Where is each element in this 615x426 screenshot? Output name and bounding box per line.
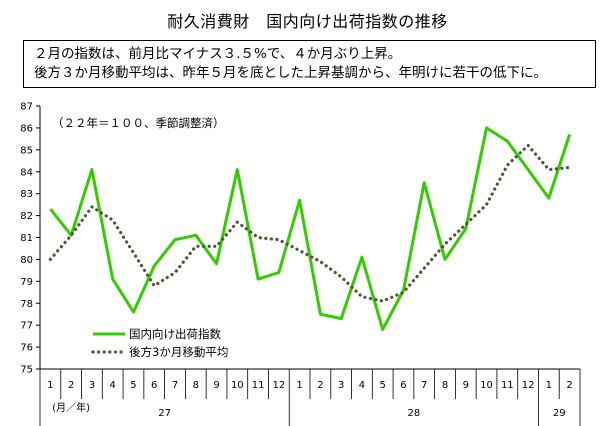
x-tick-label: 4 — [110, 380, 116, 391]
x-tick-label: 12 — [272, 380, 285, 391]
series-line-shipments — [49, 126, 572, 332]
x-tick-label: 2 — [68, 380, 74, 391]
y-tick-label: 79 — [20, 277, 33, 288]
x-tick-label: 3 — [338, 380, 344, 391]
chart-title: 耐久消費財 国内向け出荷指数の推移 — [167, 12, 448, 31]
legend-label-moving-average: 後方3か月移動平均 — [129, 345, 228, 359]
x-tick-label: 8 — [193, 380, 199, 391]
x-tick-label: 6 — [400, 380, 406, 391]
legend-label-shipments: 国内向け出荷指数 — [129, 327, 221, 341]
y-tick-label: 82 — [20, 211, 33, 222]
y-axis: 75 76 77 78 79 80 81 82 83 84 85 86 87 — [20, 102, 41, 376]
x-tick-label: 5 — [130, 380, 136, 391]
year-label: 29 — [553, 408, 566, 419]
series-line-moving-average — [48, 143, 572, 303]
series-lines — [48, 126, 572, 332]
x-tick-label: 2 — [317, 380, 323, 391]
x-tick-label: 7 — [421, 380, 427, 391]
x-tick-label: 2 — [566, 380, 572, 391]
x-axis: 1 2 3 4 5 6 7 8 9 10 11 12 1 2 3 4 5 6 7 8 9 10 11 12 1 227 28 29(月… — [39, 368, 581, 426]
x-tick-label: 7 — [172, 380, 178, 391]
year-label: 27 — [158, 408, 171, 419]
y-tick-label: 76 — [20, 343, 33, 354]
summary-line-1: ２月の指数は、前月比マイナス３.５%で、４か月ぶり上昇。 — [34, 46, 402, 62]
x-tick-label: 12 — [522, 380, 535, 391]
y-tick-label: 83 — [20, 189, 33, 200]
x-tick-label: 9 — [463, 380, 469, 391]
x-tick-label: 1 — [546, 380, 552, 391]
x-tick-label: 10 — [480, 380, 493, 391]
year-label: 28 — [407, 408, 420, 419]
x-tick-label: 10 — [231, 380, 244, 391]
y-tick-label: 86 — [20, 123, 33, 134]
y-tick-label: 81 — [20, 233, 33, 244]
x-tick-label: 8 — [442, 380, 448, 391]
x-tick-label: 5 — [380, 380, 386, 391]
x-tick-label: 1 — [296, 380, 302, 391]
unit-label: (月／年) — [52, 401, 90, 414]
y-tick-label: 87 — [20, 102, 33, 113]
x-tick-label: 11 — [501, 380, 514, 391]
y-tick-label: 75 — [20, 365, 33, 376]
y-tick-label: 80 — [20, 255, 33, 266]
summary-line-2: 後方３か月移動平均は、昨年５月を底とした上昇基調から、年明けに若干の低下に。 — [34, 65, 547, 81]
x-tick-label: 6 — [151, 380, 157, 391]
y-tick-label: 77 — [20, 321, 33, 332]
x-tick-label: 1 — [47, 380, 53, 391]
x-tick-label: 9 — [213, 380, 219, 391]
y-tick-label: 85 — [20, 145, 33, 156]
x-tick-label: 4 — [359, 380, 365, 391]
y-tick-label: 84 — [20, 167, 33, 178]
summary-box: ２月の指数は、前月比マイナス３.５%で、４か月ぶり上昇。 後方３か月移動平均は、… — [23, 40, 596, 88]
x-tick-label: 11 — [252, 380, 265, 391]
chart-note: （２２年＝１００、季節調整済） — [52, 116, 225, 130]
y-tick-label: 78 — [20, 299, 33, 310]
x-tick-label: 3 — [89, 380, 95, 391]
